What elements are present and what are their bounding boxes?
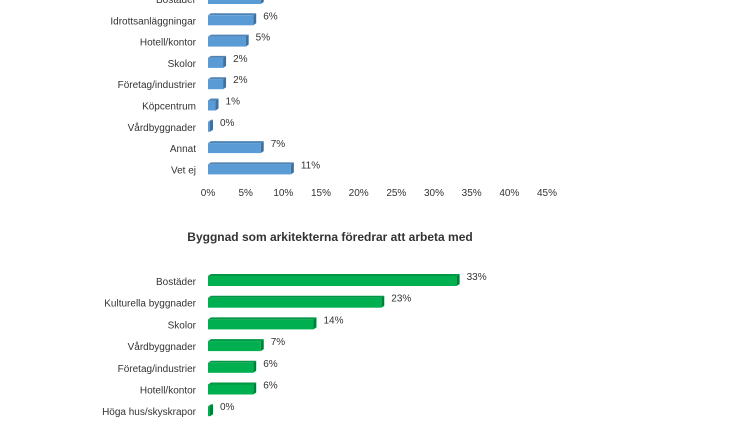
chart-2-bar [208, 319, 314, 330]
chart-1-x-tick-label: 40% [499, 188, 519, 199]
chart-1-x-tick-label: 5% [238, 188, 253, 199]
chart-2-category-label: Hotell/kontor [140, 386, 197, 397]
chart-1-bar [208, 121, 210, 132]
chart-1-data-label: 2% [233, 75, 248, 86]
chart-1-bar-side [260, 141, 264, 154]
chart-2-bar-side [313, 317, 317, 330]
chart-1-bar [208, 36, 246, 47]
chart-1-x-tick-label: 15% [311, 188, 331, 199]
chart-1-category-label: Vet ej [171, 165, 196, 176]
chart-1-bar-top [208, 98, 219, 101]
chart-1-bar-side [290, 162, 294, 175]
chart-1-x-tick-label: 30% [424, 188, 444, 199]
chart-2-bar-top [208, 382, 257, 385]
chart-1-category-label: Skolor [168, 59, 197, 70]
chart-1-bar [208, 143, 261, 154]
chart-2-data-label: 0% [220, 402, 235, 413]
chart-1-category-label: Hotell/kontor [140, 38, 197, 49]
chart-1-data-label: 7% [271, 0, 286, 1]
chart-2-bar-top [208, 404, 213, 407]
chart-1-x-tick-label: 25% [386, 188, 406, 199]
chart-2-category-label: Kulturella byggnader [104, 299, 196, 310]
chart-1-x-tick-label: 45% [537, 188, 557, 199]
chart-1-bar [208, 79, 224, 90]
chart-1-x-tick-label: 35% [462, 188, 482, 199]
chart-1-bar-side [253, 13, 257, 26]
chart-1-bar [208, 57, 224, 68]
chart-2-bar-side [381, 295, 385, 308]
chart-1-data-label: 2% [233, 54, 248, 65]
chart-2-bar-top [208, 339, 264, 342]
chart-1-x-tick-label: 10% [273, 188, 293, 199]
chart-1-bar [208, 15, 254, 26]
chart-1-category-label: Annat [170, 144, 196, 155]
chart-2-category-label: Bostäder [156, 277, 197, 288]
chart-1-data-label: 1% [226, 97, 241, 108]
chart-1-category-label: Köpcentrum [142, 102, 196, 113]
chart-1-data-label: 7% [271, 139, 286, 150]
chart-1-bar [208, 100, 216, 111]
chart-2-bar-side [253, 360, 257, 373]
chart-2-bar [208, 406, 210, 417]
chart-2-category-label: Skolor [168, 320, 197, 331]
chart-1-bar-top [208, 13, 257, 16]
chart-2-bar-side [456, 274, 460, 286]
chart-1-bar-top [208, 141, 264, 144]
chart-1-bar-side [215, 98, 219, 111]
chart-2-category-label: Höga hus/skyskrapor [102, 407, 197, 418]
chart-2-bar [208, 276, 457, 286]
chart-1-category-label: Idrottsanläggningar [110, 16, 196, 27]
chart-1-data-label: 11% [301, 160, 320, 171]
chart-1-bar-top [208, 34, 249, 37]
chart-2-bar-side [210, 404, 213, 417]
chart-2-bar-top [208, 317, 317, 320]
chart-2-data-label: 33% [467, 272, 487, 283]
chart-1-bar-side [245, 34, 249, 47]
chart-2-data-label: 14% [323, 315, 343, 326]
chart-2-bar-top [208, 295, 385, 298]
chart-1-category-label: Vårdbyggnader [128, 122, 197, 134]
chart-2-category-label: Vårdbyggnader [128, 341, 197, 353]
chart-2-title: Byggnad som arkitekterna föredrar att ar… [187, 230, 472, 244]
chart-2-bar-side [253, 382, 257, 395]
chart-1-category-label: Företag/industrier [118, 80, 197, 91]
chart-1-bar-top [208, 119, 213, 122]
chart-1-data-label: 0% [220, 118, 235, 129]
chart-1-bar-side [223, 77, 227, 90]
chart-1-bar-top [208, 77, 227, 80]
chart-1-x-tick-label: 20% [349, 188, 369, 199]
chart-2-bar [208, 297, 382, 308]
chart-2-category-label: Företag/industrier [118, 364, 197, 375]
chart-2-bar-top [208, 274, 460, 276]
chart-1-bar-side [223, 55, 227, 68]
chart-2-data-label: 6% [263, 381, 278, 392]
chart-1-bar-side [260, 0, 264, 4]
chart-2-bar-side [260, 339, 264, 352]
chart-2-bar [208, 384, 254, 395]
chart-2-data-label: 7% [271, 337, 286, 348]
chart-2-bar-top [208, 360, 257, 363]
chart-1-bar [208, 0, 261, 4]
chart-1-bar [208, 164, 291, 175]
chart-1-bar-top [208, 162, 294, 165]
chart-1-bar-side [210, 119, 213, 132]
chart-2-data-label: 23% [391, 294, 411, 305]
chart-2-bar [208, 341, 261, 352]
chart-2-bar [208, 362, 254, 373]
chart-1-x-tick-label: 0% [201, 188, 216, 199]
chart-1-data-label: 6% [263, 11, 278, 22]
chart-1-category-label: Bostäder [156, 0, 197, 6]
chart-1-bar-top [208, 55, 227, 58]
chart-1-data-label: 5% [256, 33, 271, 44]
chart-2-data-label: 6% [263, 359, 278, 370]
